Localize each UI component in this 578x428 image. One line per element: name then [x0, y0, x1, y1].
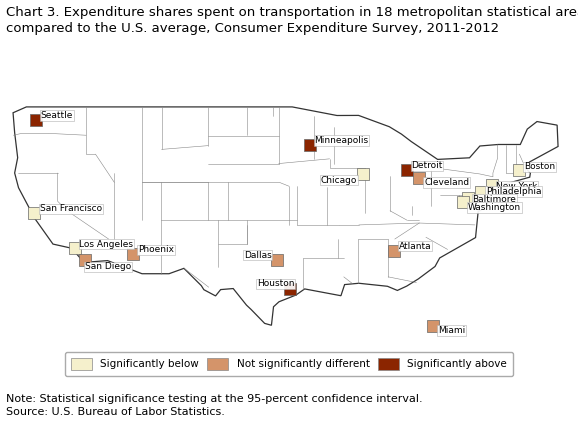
Text: Los Angeles: Los Angeles — [79, 240, 134, 249]
Text: Cleveland: Cleveland — [424, 178, 469, 187]
Point — [29, 209, 39, 216]
Text: Note: Statistical significance testing at the 95-percent confidence interval.
So: Note: Statistical significance testing a… — [6, 394, 423, 417]
Point — [458, 199, 468, 206]
Text: Minneapolis: Minneapolis — [314, 136, 369, 145]
Point — [305, 142, 314, 149]
Text: Chart 3. Expenditure shares spent on transportation in 18 metropolitan statistic: Chart 3. Expenditure shares spent on tra… — [6, 6, 578, 36]
Text: Chicago: Chicago — [321, 175, 357, 184]
Point — [476, 189, 486, 196]
Text: San Francisco: San Francisco — [40, 205, 102, 214]
Text: Atlanta: Atlanta — [398, 242, 431, 251]
Point — [129, 250, 138, 257]
Text: Philadelphia: Philadelphia — [486, 187, 542, 196]
Polygon shape — [13, 107, 558, 325]
Point — [80, 257, 90, 264]
Text: San Diego: San Diego — [85, 262, 131, 271]
Point — [31, 117, 40, 124]
Point — [515, 166, 524, 173]
Text: Boston: Boston — [524, 162, 555, 171]
Text: Detroit: Detroit — [412, 161, 443, 170]
Point — [286, 285, 295, 292]
Point — [487, 181, 496, 188]
Point — [358, 171, 368, 178]
Point — [414, 174, 424, 181]
Text: Houston: Houston — [257, 279, 294, 288]
Point — [272, 256, 281, 263]
Text: Dallas: Dallas — [244, 251, 272, 260]
Text: Seattle: Seattle — [40, 111, 73, 120]
Text: Phoenix: Phoenix — [138, 245, 174, 254]
Point — [70, 245, 79, 252]
Point — [429, 323, 438, 330]
Point — [389, 247, 398, 254]
Point — [402, 166, 411, 173]
Legend: Significantly below, Not significantly different, Significantly above: Significantly below, Not significantly d… — [65, 352, 513, 376]
Point — [464, 195, 473, 202]
Text: Baltimore: Baltimore — [473, 195, 517, 204]
Text: Washington: Washington — [468, 203, 521, 212]
Text: New York: New York — [497, 182, 538, 191]
Text: Miami: Miami — [438, 326, 465, 335]
